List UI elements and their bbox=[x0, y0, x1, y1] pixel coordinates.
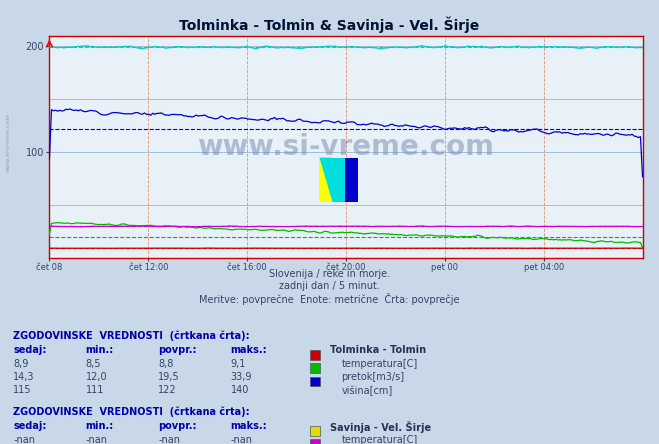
Text: ZGODOVINSKE  VREDNOSTI  (črtkana črta):: ZGODOVINSKE VREDNOSTI (črtkana črta): bbox=[13, 331, 250, 341]
Bar bbox=[345, 158, 358, 202]
Bar bbox=[332, 158, 345, 202]
Text: -nan: -nan bbox=[158, 435, 180, 444]
Text: min.:: min.: bbox=[86, 421, 114, 432]
Text: pretok[m3/s]: pretok[m3/s] bbox=[341, 372, 405, 382]
Text: Slovenija / reke in morje.: Slovenija / reke in morje. bbox=[269, 269, 390, 279]
Text: 122: 122 bbox=[158, 385, 177, 396]
Text: višina[cm]: višina[cm] bbox=[341, 385, 393, 396]
Text: ZGODOVINSKE  VREDNOSTI  (črtkana črta):: ZGODOVINSKE VREDNOSTI (črtkana črta): bbox=[13, 407, 250, 417]
Text: 8,9: 8,9 bbox=[13, 359, 28, 369]
Text: www.si-vreme.com: www.si-vreme.com bbox=[6, 112, 11, 172]
Polygon shape bbox=[320, 158, 332, 202]
Text: 14,3: 14,3 bbox=[13, 372, 35, 382]
Text: povpr.:: povpr.: bbox=[158, 421, 196, 432]
Text: 111: 111 bbox=[86, 385, 104, 396]
Text: maks.:: maks.: bbox=[231, 345, 268, 356]
Text: 115: 115 bbox=[13, 385, 32, 396]
Text: 19,5: 19,5 bbox=[158, 372, 180, 382]
Text: 140: 140 bbox=[231, 385, 249, 396]
Text: Savinja - Vel. Širje: Savinja - Vel. Širje bbox=[330, 421, 430, 433]
Text: zadnji dan / 5 minut.: zadnji dan / 5 minut. bbox=[279, 281, 380, 291]
Text: 8,8: 8,8 bbox=[158, 359, 173, 369]
Text: 12,0: 12,0 bbox=[86, 372, 107, 382]
Text: povpr.:: povpr.: bbox=[158, 345, 196, 356]
Text: 9,1: 9,1 bbox=[231, 359, 246, 369]
Polygon shape bbox=[320, 158, 332, 202]
Text: -nan: -nan bbox=[231, 435, 252, 444]
Text: -nan: -nan bbox=[86, 435, 107, 444]
Text: min.:: min.: bbox=[86, 345, 114, 356]
Text: Tolminka - Tolmin: Tolminka - Tolmin bbox=[330, 345, 426, 356]
Text: www.si-vreme.com: www.si-vreme.com bbox=[198, 132, 494, 161]
Text: maks.:: maks.: bbox=[231, 421, 268, 432]
Text: temperatura[C]: temperatura[C] bbox=[341, 359, 418, 369]
Text: 8,5: 8,5 bbox=[86, 359, 101, 369]
Text: -nan: -nan bbox=[13, 435, 35, 444]
Text: 33,9: 33,9 bbox=[231, 372, 252, 382]
Text: Meritve: povprečne  Enote: metrične  Črta: povprečje: Meritve: povprečne Enote: metrične Črta:… bbox=[199, 293, 460, 305]
Bar bbox=[320, 158, 332, 202]
Text: sedaj:: sedaj: bbox=[13, 345, 47, 356]
Text: Tolminka - Tolmin & Savinja - Vel. Širje: Tolminka - Tolmin & Savinja - Vel. Širje bbox=[179, 17, 480, 33]
Text: temperatura[C]: temperatura[C] bbox=[341, 435, 418, 444]
Text: sedaj:: sedaj: bbox=[13, 421, 47, 432]
